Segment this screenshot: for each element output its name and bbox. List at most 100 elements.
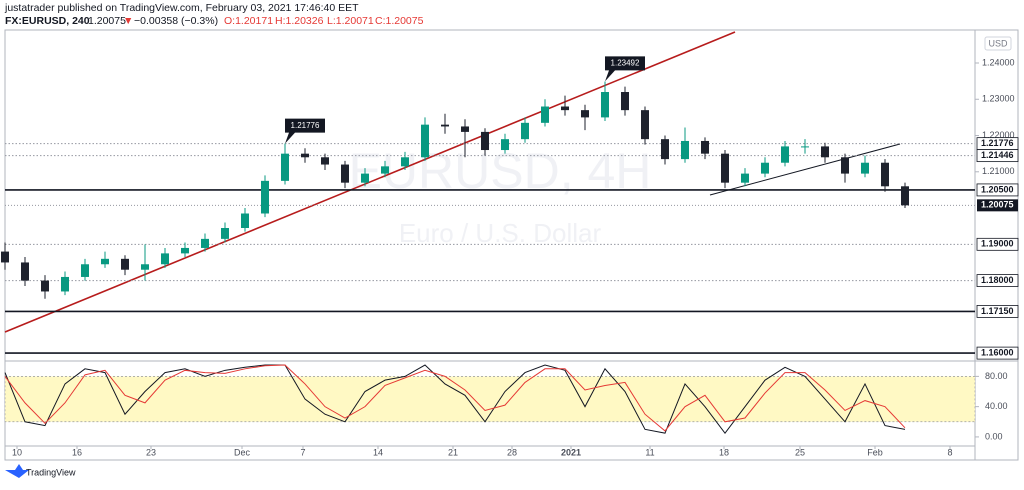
watermark: EURUSD, 4H [349,143,652,199]
candle-body [141,264,149,270]
y-tick-label: 40.00 [985,401,1008,411]
current-price-label: 1.20075 [981,200,1014,210]
level-label-box [976,305,1019,318]
x-tick-label: 7 [300,447,305,457]
candle-body [761,162,769,174]
level-label-box [976,274,1019,287]
candle-body [301,153,309,158]
oscillator-line [4,364,906,432]
candle-body [721,153,729,183]
callout [605,56,645,82]
callout-label: 1.23492 [611,59,640,68]
x-tick-label: 21 [448,447,458,457]
candle-body [61,276,69,292]
candle-body [321,157,329,165]
y-tick-label: 1.22000 [982,130,1015,140]
candle-body [341,164,349,183]
level-label: 1.21776 [981,138,1014,148]
candle-body [81,264,89,277]
y-tick-label: 0.00 [985,431,1003,441]
y-tick-label: 1.23000 [982,94,1015,104]
open: O:1.20171 [224,15,273,27]
candle-body [401,157,409,167]
brand: TradingView [26,467,76,477]
level-label: 1.20500 [981,184,1014,194]
candle-body [561,106,569,111]
y-tick-label: 80.00 [985,371,1008,381]
arrow: ▼ [123,15,133,27]
level-label-box [976,149,1019,163]
candle-body [741,173,749,183]
oscillator-line [4,364,906,434]
level-label-box [976,183,1019,197]
x-tick-label: 16 [72,447,82,457]
publisher: justatrader published on TradingView.com… [4,2,359,14]
x-tick-label: Dec [234,447,251,457]
level-label: 1.17150 [981,306,1014,316]
candle-body [621,92,629,111]
candle-body [361,173,369,183]
x-tick-label: 18 [719,447,729,457]
current-price-box [977,199,1018,212]
candle-body [201,238,209,248]
candle-body [901,186,909,206]
level-label: 1.19000 [981,239,1014,249]
symbol: FX:EURUSD, 240 [5,15,90,27]
currency-box [984,36,1012,51]
candle-body [781,146,789,163]
candle-body [801,146,809,148]
currency: USD [988,38,1008,48]
change: −0.00358 (−0.3%) [134,15,218,27]
candle-body [381,166,389,174]
candle-body [581,110,589,118]
candle-body [281,153,289,181]
x-tick-label: 28 [507,447,517,457]
candle-body [461,126,469,132]
level-label: 1.21446 [981,150,1014,160]
candle-body [881,162,889,187]
last: 1.20075 [88,15,126,27]
callout [285,118,325,144]
candle-body [41,280,49,292]
y-tick-label: 1.21000 [982,166,1015,176]
candle-body [101,258,109,265]
close: C:1.20075 [375,15,424,27]
candle-body [681,140,689,160]
candle-body [521,122,529,140]
candle-body [601,92,609,118]
level-label: 1.16000 [981,347,1014,357]
candle-body [501,139,509,151]
candle-body [21,262,29,281]
logo [5,464,29,478]
candle-body [421,124,429,158]
x-tick-label: 8 [947,447,952,457]
candle-body [441,124,449,127]
candle-body [241,213,249,228]
candle-body [841,157,849,174]
candle-body [261,180,269,214]
wedge-line [709,143,901,196]
watermark: Euro / U.S. Dollar [399,218,602,248]
level-label-box [976,346,1019,360]
level-label-box [976,237,1019,251]
candle-body [701,140,709,154]
candle-body [181,247,189,254]
candle-body [641,110,649,140]
x-tick-label: 11 [645,447,654,457]
candle-body [541,106,549,123]
x-tick-label: 2021 [561,447,581,457]
trend-line [4,31,736,333]
candle-body [121,258,129,270]
candle-body [661,139,669,160]
callout-label: 1.21776 [291,121,320,130]
x-tick-label: Feb [867,447,883,457]
candle-body [221,228,229,239]
x-tick-label: 23 [146,447,156,457]
high: H:1.20326 [275,15,324,27]
candle-body [861,162,869,174]
y-tick-label: 1.24000 [982,57,1015,67]
level-label: 1.18000 [981,275,1014,285]
candle-body [821,146,829,158]
